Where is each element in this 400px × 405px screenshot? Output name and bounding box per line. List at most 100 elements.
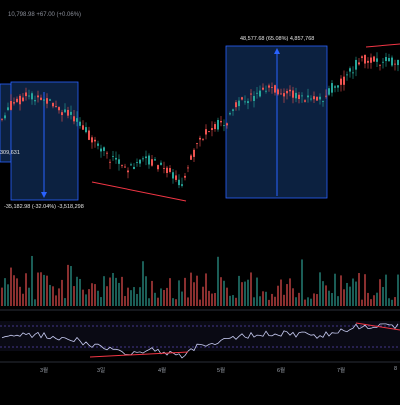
volume-bar	[181, 291, 183, 306]
candle-body	[106, 152, 108, 154]
volume-bar	[10, 267, 12, 306]
candle-body	[283, 93, 285, 97]
candle-body	[181, 184, 183, 186]
volume-bar	[241, 282, 243, 306]
candle-body	[394, 63, 396, 65]
volume-bar	[61, 279, 63, 306]
volume-bar	[322, 281, 324, 306]
volume-bar	[361, 299, 363, 306]
time-tick: 6월	[277, 368, 286, 374]
candle-body	[250, 93, 252, 95]
candle-body	[346, 74, 348, 76]
candle-body	[274, 85, 276, 93]
candle-body	[325, 95, 327, 97]
candle-body	[178, 179, 180, 186]
volume-bar	[331, 293, 333, 306]
volume-bar	[151, 280, 153, 306]
candle-body	[19, 95, 21, 105]
measure-label-drop: -35,182.98 (-32.04%) -3,518,298	[4, 204, 84, 210]
volume-bar	[121, 276, 123, 306]
trendline-price-low[interactable]	[91, 181, 187, 202]
time-tick: 3일	[97, 368, 106, 374]
candle-body	[211, 128, 213, 130]
candle-body	[343, 76, 345, 85]
candle-body	[4, 115, 6, 119]
candle-body	[163, 168, 165, 169]
volume-bar	[307, 297, 309, 306]
volume-bar	[91, 283, 93, 306]
candle-body	[256, 92, 258, 94]
candle-body	[85, 127, 87, 133]
volume-bar	[274, 296, 276, 306]
candle-body	[133, 166, 135, 169]
trendline-price-high[interactable]	[365, 43, 400, 48]
volume-bar	[313, 293, 315, 306]
trendline-rsi-high[interactable]	[355, 322, 400, 331]
volume-bar	[232, 295, 234, 306]
volume-bar	[259, 296, 261, 306]
candle-body	[91, 137, 93, 143]
volume-bar	[49, 284, 51, 306]
volume-bar	[211, 293, 213, 306]
candle-body	[187, 167, 189, 169]
time-tick: 5월	[217, 368, 226, 374]
candle-body	[88, 130, 90, 140]
rsi-line	[1, 323, 399, 359]
volume-bar	[118, 282, 120, 306]
volume-bar	[340, 275, 342, 306]
volume-bar	[214, 293, 216, 306]
volume-bar	[46, 275, 48, 306]
candle-body	[196, 143, 198, 144]
candle-body	[190, 155, 192, 160]
candle-body	[166, 167, 168, 174]
candle-body	[361, 56, 363, 58]
volume-bar	[112, 272, 114, 306]
volume-bar	[178, 280, 180, 306]
candle-body	[40, 97, 42, 100]
volume-bar	[292, 288, 294, 306]
candle-body	[49, 99, 51, 101]
rsi-pane[interactable]	[0, 321, 400, 359]
volume-bar	[133, 287, 135, 306]
volume-bar	[16, 278, 18, 306]
volume-bar	[7, 284, 9, 306]
volume-bar	[109, 277, 111, 306]
volume-bar	[76, 276, 78, 306]
candle-body	[208, 131, 210, 132]
volume-bar	[142, 261, 144, 306]
candle-body	[70, 111, 72, 115]
volume-bar	[157, 297, 159, 306]
candle-body	[217, 120, 219, 130]
candle-body	[280, 93, 282, 95]
candle-body	[301, 95, 303, 97]
candle-body	[184, 175, 186, 178]
candle-body	[94, 139, 96, 142]
arrow-down-icon	[41, 192, 47, 198]
candle-body	[115, 157, 117, 160]
volume-bar	[67, 264, 69, 306]
candle-body	[271, 87, 273, 88]
volume-bar	[286, 284, 288, 306]
candle-body	[388, 58, 390, 62]
volume-bar	[115, 277, 117, 306]
candle-body	[100, 148, 102, 152]
volume-bar	[235, 297, 237, 306]
trendline-rsi-low[interactable]	[89, 351, 189, 358]
volume-bar	[337, 296, 339, 306]
volume-series	[1, 255, 399, 306]
volume-bar	[349, 286, 351, 306]
candle-body	[238, 100, 240, 107]
candlestick-series[interactable]	[1, 52, 399, 189]
candle-body	[61, 112, 63, 116]
candle-body	[160, 162, 162, 165]
candle-body	[259, 90, 261, 97]
time-tick: 3월	[40, 368, 49, 374]
volume-bar	[199, 299, 201, 306]
volume-bar	[376, 292, 378, 306]
measure-tool-rise[interactable]	[225, 45, 328, 199]
candle-body	[37, 95, 39, 98]
measure-tool-drop[interactable]	[10, 81, 79, 201]
candle-body	[22, 97, 24, 102]
